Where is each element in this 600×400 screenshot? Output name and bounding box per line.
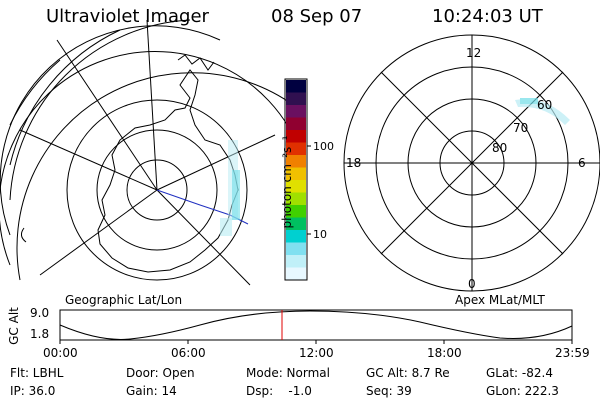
timeline-ymin: 1.8: [30, 327, 50, 341]
colorbar-band: [286, 155, 306, 168]
mlat-label-60: 60: [537, 98, 553, 112]
timeline-tick-0000: 00:00: [43, 346, 78, 360]
altitude-curve: [59, 310, 573, 340]
status-dsp: Dsp: -1.0: [246, 384, 312, 398]
peninsula-coast: [177, 54, 215, 71]
geographic-map: [0, 19, 301, 286]
timeline-tick-0600: 06:00: [171, 346, 206, 360]
colorbar-unit-label: photon cm⁻²s⁻¹: [280, 135, 294, 229]
timeline-tick-1800: 18:00: [427, 346, 462, 360]
colorbar-band: [286, 142, 306, 156]
colorbar-band: [286, 167, 306, 181]
timeline-ticks: [59, 340, 573, 344]
colorbar-band: [286, 255, 306, 268]
status-door: Door: Open: [126, 366, 195, 380]
right-aurora-emission: [515, 98, 570, 125]
mlat-label-80: 80: [492, 141, 508, 155]
status-gc-alt: GC Alt: 8.7 Re: [366, 366, 450, 380]
colorbar-band: [286, 117, 306, 131]
colorbar-band: [286, 92, 306, 106]
mlt-label-0: 0: [468, 277, 476, 291]
timeline-tick-2359: 23:59: [555, 346, 590, 360]
timeline-ylabel: GC Alt: [7, 307, 21, 345]
colorbar-band: [286, 242, 306, 256]
status-mode: Mode: Normal: [246, 366, 330, 380]
timeline-tick-1200: 12:00: [299, 346, 334, 360]
south-america-tip: [20, 227, 27, 243]
colorbar-band: [286, 267, 306, 281]
altitude-timeline: [59, 309, 573, 344]
date-label: 08 Sep 07: [271, 6, 363, 27]
colorbar-band: [286, 130, 306, 143]
status-gain: Gain: 14: [126, 384, 177, 398]
timeline-frame: [59, 309, 573, 341]
left-aurora-emission: [220, 140, 240, 236]
colorbar-band: [286, 205, 306, 218]
status-ip: IP: 36.0: [10, 384, 56, 398]
colorbar-band: [286, 230, 306, 243]
mlt-label-12: 12: [466, 46, 482, 60]
status-seq: Seq: 39: [366, 384, 412, 398]
colorbar-band: [286, 105, 306, 118]
geographic-caption: Geographic Lat/Lon: [65, 293, 183, 307]
status-flt: Flt: LBHL: [10, 366, 64, 380]
colorbar: [286, 80, 306, 281]
time-label: 10:24:03 UT: [432, 6, 543, 27]
magnetic-map: [343, 34, 600, 292]
timeline-ymax: 9.0: [30, 306, 50, 320]
mlt-label-18: 18: [346, 156, 362, 170]
apex-caption: Apex MLat/MLT: [455, 293, 545, 307]
geographic-latitude-arcs: [0, 19, 301, 281]
instrument-title: Ultraviolet Imager: [46, 6, 209, 27]
status-glon: GLon: 222.3: [486, 384, 559, 398]
colorbar-band: [286, 80, 306, 93]
status-glat: GLat: -82.4: [486, 366, 553, 380]
mlat-label-70: 70: [513, 121, 529, 135]
colorbar-band: [286, 192, 306, 206]
mlt-label-6: 6: [578, 156, 586, 170]
colorbar-label-10: 10: [313, 228, 327, 241]
colorbar-band: [286, 217, 306, 231]
colorbar-frame: [284, 78, 308, 281]
colorbar-label-100: 100: [313, 140, 334, 153]
colorbar-band: [286, 180, 306, 193]
